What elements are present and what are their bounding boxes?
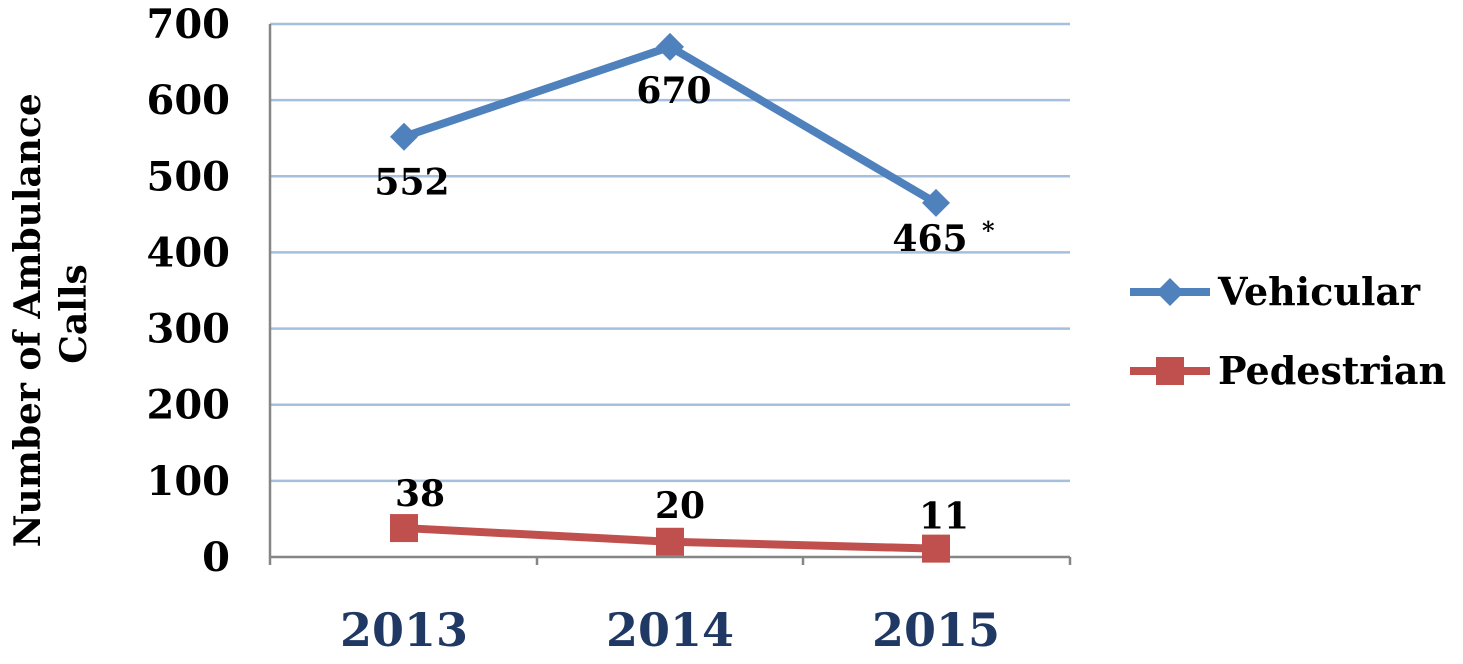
legend-label: Vehicular [1217, 269, 1421, 314]
data-label-pedestrian: 38 [395, 473, 445, 515]
annotation-asterisk: * [982, 216, 995, 245]
x-tick-label: 2014 [606, 603, 734, 657]
y-tick-label: 300 [147, 306, 231, 353]
data-labels: 552 670 465 38 20 11 * [374, 70, 995, 538]
y-tick-label: 700 [147, 1, 231, 48]
data-label-vehicular: 670 [636, 70, 711, 112]
y-tick-label: 500 [147, 153, 231, 200]
y-tick-label: 400 [147, 229, 231, 276]
data-point-pedestrian [390, 514, 418, 543]
x-tick-label: 2013 [340, 603, 468, 657]
data-label-pedestrian: 11 [919, 496, 969, 538]
data-point-pedestrian [656, 527, 684, 556]
data-label-vehicular: 552 [374, 162, 449, 204]
y-axis-title-line-2: Calls [53, 264, 95, 364]
legend-item-vehicular: Vehicular [1130, 269, 1421, 314]
data-label-vehicular: 465 [892, 218, 967, 260]
gridlines [270, 22, 1070, 483]
legend-label: Pedestrian [1218, 348, 1446, 393]
legend-marker [1156, 357, 1184, 385]
y-tick-label: 600 [147, 77, 231, 124]
data-label-pedestrian: 20 [655, 485, 705, 527]
legend-marker [1156, 278, 1184, 306]
y-tick-label: 0 [202, 534, 230, 581]
y-axis-ticks: 0 100 200 300 400 500 600 700 [147, 1, 231, 581]
y-tick-label: 100 [147, 458, 231, 505]
y-tick-label: 200 [147, 382, 231, 429]
data-point-vehicular [656, 32, 684, 61]
legend-item-pedestrian: Pedestrian [1130, 348, 1446, 393]
data-point-pedestrian [922, 534, 950, 563]
series-lines [390, 32, 950, 563]
data-point-vehicular [390, 122, 418, 151]
legend: Vehicular Pedestrian [1130, 269, 1446, 393]
x-tick-label: 2015 [872, 603, 1000, 657]
y-axis-title: Number of Ambulance Calls [7, 81, 95, 548]
y-axis-title-line-1: Number of Ambulance [7, 93, 49, 547]
x-axis-ticks: 2013 2014 2015 [340, 603, 1000, 657]
data-point-vehicular [922, 188, 950, 217]
